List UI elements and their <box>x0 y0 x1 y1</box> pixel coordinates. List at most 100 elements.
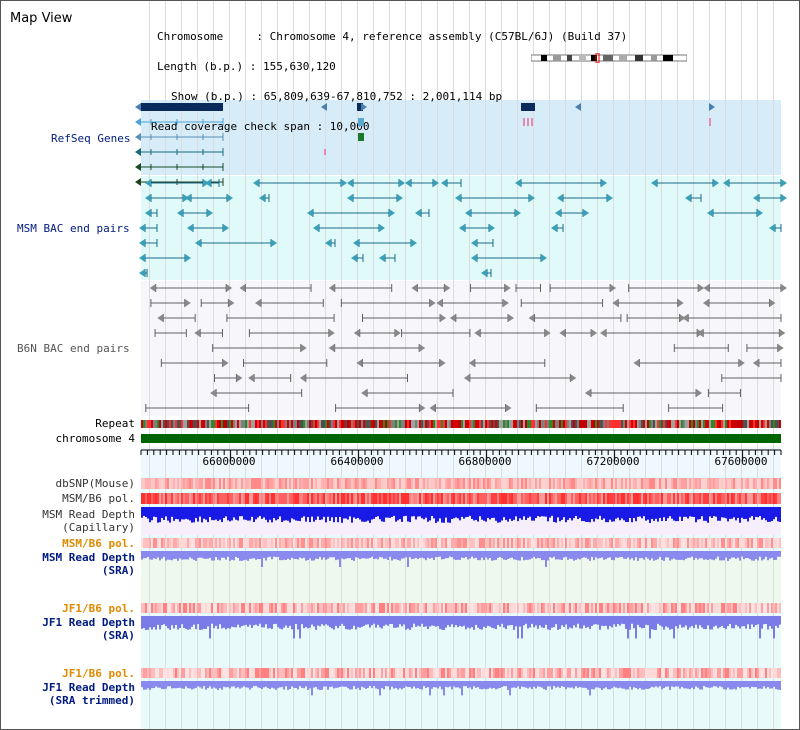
heat-cell <box>201 538 203 548</box>
depth-bar <box>605 551 607 560</box>
depth-bar <box>155 681 157 687</box>
depth-bar <box>441 551 443 560</box>
bac-end-arrow <box>781 194 787 202</box>
heat-cell <box>713 478 715 489</box>
heat-cell <box>339 668 341 678</box>
heat-cell <box>585 493 587 504</box>
depth-bar <box>399 616 401 625</box>
heat-cell <box>755 493 757 504</box>
heat-cell <box>341 493 343 504</box>
depth-bar <box>265 616 267 625</box>
heat-cell <box>741 478 743 489</box>
depth-bar <box>423 616 425 627</box>
repeat-mark <box>749 420 751 428</box>
heat-cell <box>227 538 229 548</box>
repeat-mark <box>265 420 267 428</box>
heat-cell <box>655 668 657 678</box>
heat-cell <box>311 478 313 489</box>
depth-bar <box>319 551 321 557</box>
depth-bar <box>593 681 595 690</box>
heat-cell <box>429 603 431 613</box>
heat-cell <box>365 493 367 504</box>
repeat-mark <box>241 420 243 428</box>
heat-cell <box>153 478 155 489</box>
depth-bar <box>733 507 735 518</box>
depth-bar <box>175 551 177 559</box>
repeat-mark <box>231 420 233 428</box>
depth-bar <box>355 551 357 558</box>
heat-cell <box>555 603 557 613</box>
heat-cell <box>447 603 449 613</box>
depth-bar <box>729 551 731 560</box>
heat-cell <box>325 603 327 613</box>
heat-cell <box>237 538 239 548</box>
depth-bar <box>171 551 173 561</box>
depth-bar <box>241 681 243 688</box>
repeat-mark <box>457 420 459 428</box>
depth-bar <box>299 507 301 522</box>
heat-cell <box>309 538 311 548</box>
depth-bar <box>619 616 621 626</box>
depth-bar <box>519 681 521 689</box>
heat-cell <box>621 478 623 489</box>
depth-bar <box>613 507 615 522</box>
heat-cell <box>621 538 623 548</box>
depth-bar <box>479 681 481 689</box>
depth-bar <box>755 681 757 688</box>
heat-cell <box>305 493 307 504</box>
depth-bar <box>141 616 143 629</box>
heat-cell <box>591 493 593 504</box>
heat-cell <box>345 478 347 489</box>
axis-tick-label: 67600000 <box>714 455 768 468</box>
depth-bar <box>307 616 309 629</box>
depth-bar <box>469 551 471 559</box>
heat-cell <box>737 668 739 678</box>
depth-bar <box>523 681 525 688</box>
depth-bar <box>273 551 275 557</box>
heat-cell <box>361 668 363 678</box>
repeat-mark <box>689 420 691 428</box>
heat-cell <box>457 668 459 678</box>
heat-cell <box>167 538 169 548</box>
depth-bar <box>403 551 405 559</box>
depth-bar <box>639 507 641 517</box>
heat-cell <box>529 668 531 678</box>
depth-bar <box>691 551 693 557</box>
chromosome-ideogram[interactable] <box>531 53 687 63</box>
repeat-mark <box>371 420 373 428</box>
heat-cell <box>389 538 391 548</box>
heat-cell <box>765 668 767 678</box>
heat-cell <box>699 493 701 504</box>
heat-cell <box>707 493 709 504</box>
depth-bar <box>717 507 719 521</box>
heat-cell <box>771 493 773 504</box>
heat-cell <box>671 538 673 548</box>
depth-bar <box>695 507 697 523</box>
heat-cell <box>565 538 567 548</box>
heat-cell <box>561 478 563 489</box>
heat-cell <box>513 538 515 548</box>
depth-bar <box>745 681 747 688</box>
depth-bar <box>699 616 701 626</box>
depth-bar <box>325 551 327 560</box>
heat-cell <box>369 493 371 504</box>
heat-cell <box>163 538 165 548</box>
heat-cell <box>555 493 557 504</box>
depth-bar <box>161 681 163 689</box>
depth-bar <box>771 681 773 689</box>
depth-bar <box>313 681 315 688</box>
repeat-mark <box>237 420 239 428</box>
depth-bar <box>657 507 659 522</box>
heat-cell <box>565 668 567 678</box>
gene-feature <box>709 118 711 126</box>
depth-bar <box>537 507 539 517</box>
heat-cell <box>347 668 349 678</box>
bac-end-arrow <box>177 209 183 217</box>
depth-bar <box>477 616 479 628</box>
depth-bar <box>747 507 749 522</box>
depth-bar <box>743 507 745 520</box>
heat-cell <box>251 538 253 548</box>
heat-cell <box>639 603 641 613</box>
heat-cell <box>607 478 609 489</box>
